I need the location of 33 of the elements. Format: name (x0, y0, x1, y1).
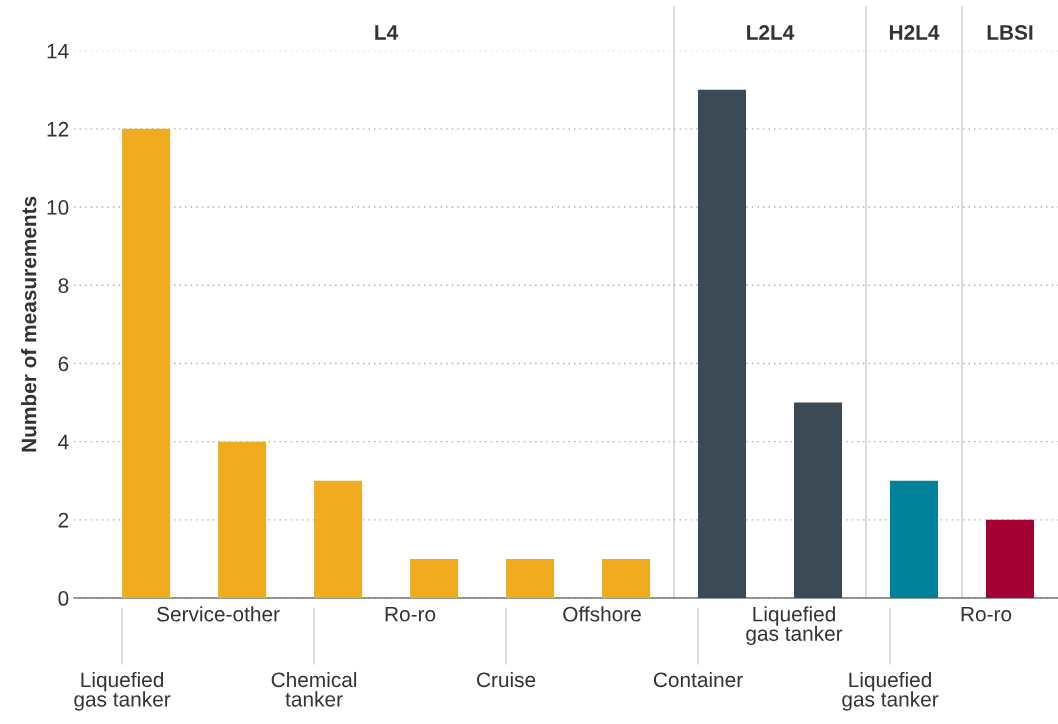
x-tick-label: Liquefied gas tanker (746, 606, 843, 646)
text: LBSI (987, 25, 1033, 40)
y-axis-title: Number of measurements (21, 196, 37, 452)
x-tick-label: Ro-ro (961, 607, 1012, 622)
bar (602, 558, 651, 599)
x-tick-label: Liquefied gas tanker (74, 671, 171, 711)
bar (218, 441, 267, 599)
x-tick-label: Service-other (157, 606, 280, 622)
text: L4 (375, 25, 399, 40)
x-tick-label: Container (653, 671, 743, 688)
text: L2L4 (747, 25, 795, 40)
y-tick-label: 2 (58, 512, 69, 528)
bar (794, 402, 843, 599)
bar (410, 558, 459, 599)
x-tick-label: Cruise (476, 671, 536, 688)
bar (314, 480, 363, 599)
bar (986, 519, 1034, 599)
x-tick-label: Liquefied gas tanker (842, 671, 939, 711)
bar (506, 558, 555, 599)
bar (122, 128, 171, 599)
x-tick-label: Ro-ro (385, 607, 436, 622)
y-tick-label: 6 (58, 356, 69, 372)
y-tick-label: 12 (47, 121, 69, 137)
y-tick-label: 4 (58, 434, 69, 450)
y-tick-label: 10 (47, 200, 69, 215)
x-tick-label: Chemical tanker (271, 671, 357, 707)
text: H2L4 (889, 25, 940, 40)
y-tick-label: 8 (58, 278, 69, 294)
bar (890, 480, 939, 599)
x-tick-label: Offshore (563, 606, 641, 622)
bar (698, 89, 747, 599)
y-tick-label: 0 (58, 591, 69, 606)
y-tick-label: 14 (47, 43, 69, 59)
